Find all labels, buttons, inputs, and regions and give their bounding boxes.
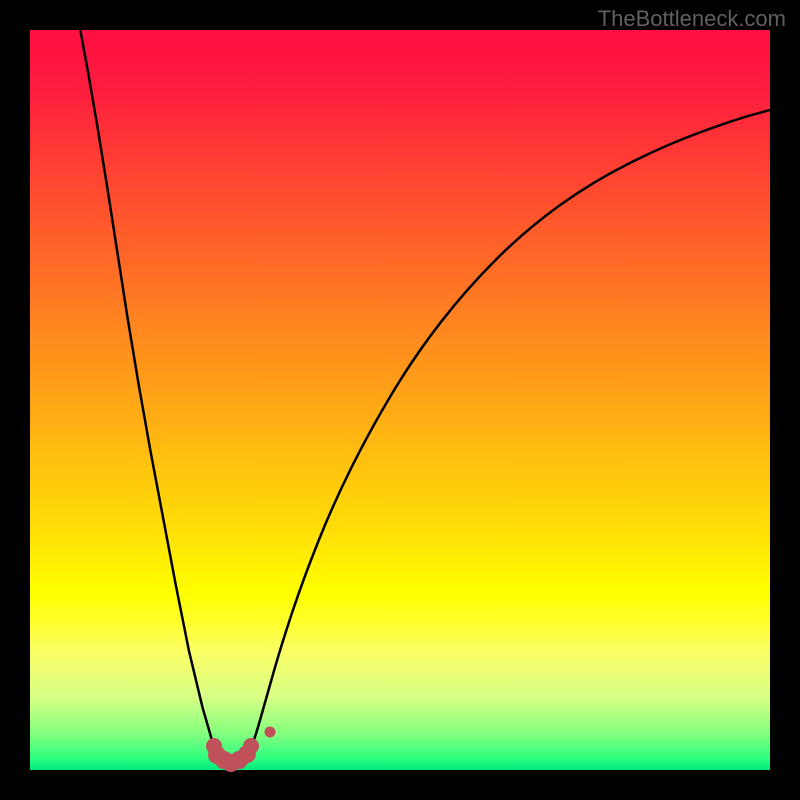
plot-area xyxy=(30,30,770,770)
chart-marker xyxy=(264,726,275,737)
chart-marker xyxy=(243,738,259,754)
chart-svg xyxy=(30,30,770,770)
watermark-text: TheBottleneck.com xyxy=(598,6,786,32)
